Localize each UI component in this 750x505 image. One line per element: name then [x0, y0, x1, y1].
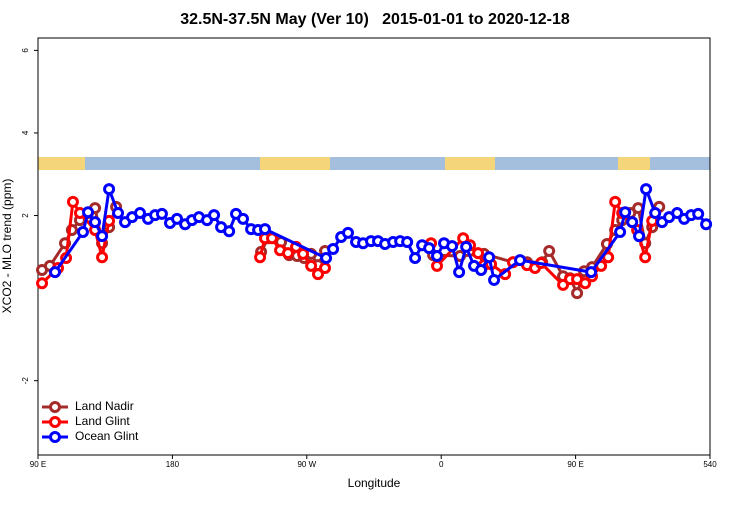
data-point	[401, 235, 414, 248]
data-point	[579, 277, 592, 290]
data-point	[258, 223, 271, 236]
data-point	[460, 240, 473, 253]
data-point	[76, 226, 89, 239]
data-point	[133, 207, 146, 220]
data-point	[312, 268, 324, 281]
y-tick-label: -2	[21, 377, 30, 385]
data-point	[609, 195, 622, 208]
y-axis-label: XCO2 - MLO trend (ppm)	[0, 179, 14, 314]
data-point	[281, 247, 294, 260]
data-point	[619, 206, 632, 219]
data-point	[208, 209, 221, 222]
y-tick-label: 2	[21, 213, 30, 218]
data-point	[171, 212, 184, 225]
x-tick-label: 90 E	[567, 460, 583, 469]
legend-marker	[49, 431, 61, 443]
chart-title: 32.5N-37.5N May (Ver 10) 2015-01-01 to 2…	[180, 11, 570, 28]
data-point	[453, 266, 466, 279]
land-ocean-strip	[38, 157, 710, 170]
data-point	[571, 287, 584, 300]
y-tick-label: 4	[21, 130, 30, 135]
data-point	[96, 251, 109, 264]
x-tick-label: 180	[166, 460, 180, 469]
data-point	[475, 264, 488, 277]
data-point	[692, 207, 705, 220]
legend-label: Land Glint	[75, 414, 130, 428]
data-point	[327, 242, 340, 255]
data-point	[514, 254, 527, 267]
data-point	[223, 225, 236, 238]
data-point	[89, 216, 102, 229]
legend-marker	[49, 416, 61, 428]
data-point	[700, 218, 713, 231]
legend-label: Land Nadir	[75, 399, 134, 413]
data-point	[446, 240, 459, 253]
data-point	[96, 230, 109, 243]
data-point	[305, 259, 318, 272]
data-point	[49, 266, 62, 279]
data-point	[585, 266, 598, 279]
data-point	[614, 226, 627, 239]
legend-label: Ocean Glint	[75, 429, 139, 443]
data-point	[409, 252, 422, 265]
data-point	[626, 216, 639, 229]
data-point	[423, 242, 436, 255]
data-point	[342, 226, 355, 239]
x-tick-label: 90 W	[297, 460, 316, 469]
data-point	[66, 195, 79, 208]
x-tick-label: 90 E	[30, 460, 46, 469]
x-tick-label: 540	[703, 460, 717, 469]
data-point	[472, 247, 485, 260]
x-tick-label: 0	[439, 460, 444, 469]
data-point	[237, 212, 250, 225]
data-point	[320, 252, 333, 265]
data-point	[639, 251, 652, 264]
data-point	[103, 183, 116, 196]
data-point	[483, 251, 496, 264]
data-point	[82, 206, 95, 219]
data-point	[36, 277, 49, 290]
data-point	[649, 207, 662, 220]
data-point	[431, 259, 444, 272]
data-point	[112, 207, 125, 220]
data-point	[297, 247, 310, 260]
x-axis-label: Longitude	[348, 476, 401, 490]
y-tick-label: 6	[21, 48, 30, 53]
data-point	[254, 251, 267, 264]
plot-frame	[37, 37, 711, 456]
data-point	[543, 245, 556, 258]
data-point	[633, 230, 646, 243]
data-point	[488, 273, 501, 286]
series-line	[53, 187, 708, 282]
data-point	[640, 183, 653, 196]
legend-marker	[49, 401, 61, 413]
data-point	[319, 261, 332, 274]
data-point	[431, 249, 444, 262]
data-point	[155, 207, 168, 220]
